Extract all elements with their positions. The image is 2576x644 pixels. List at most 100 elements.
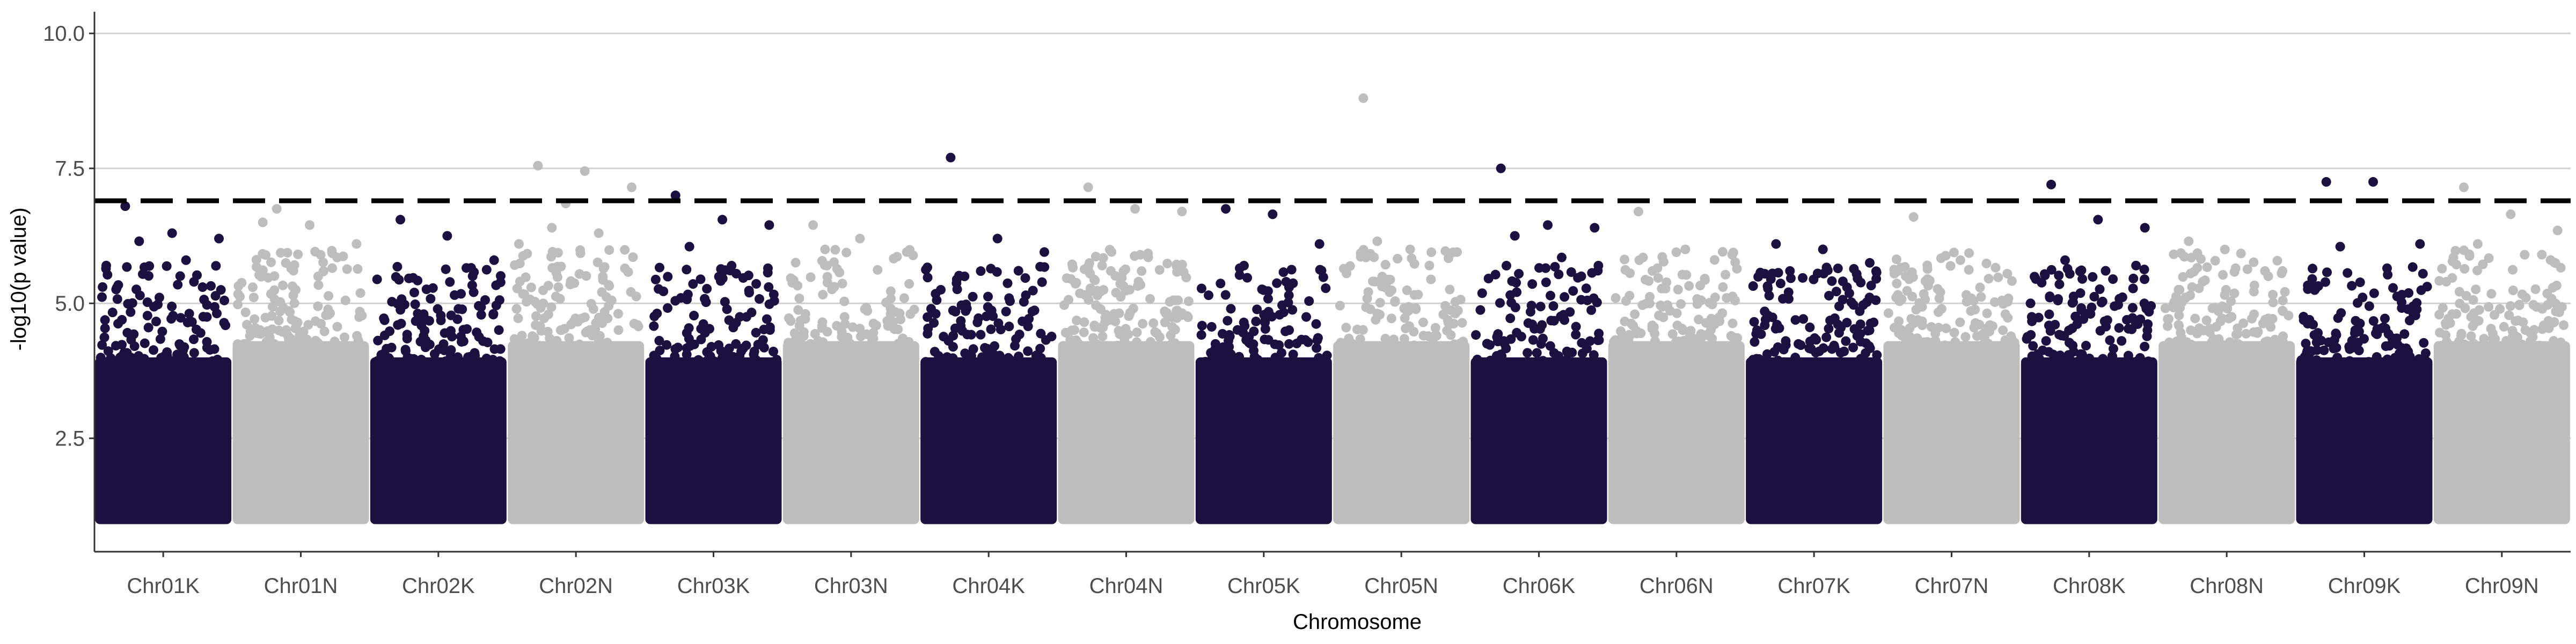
snp-point: [952, 274, 962, 284]
snp-point: [765, 322, 775, 332]
snp-point: [1728, 357, 1738, 368]
snp-point: [1933, 357, 1943, 368]
snp-point: [265, 343, 275, 353]
snp-point: [983, 302, 993, 312]
snp-point: [2178, 272, 2188, 282]
snp-point: [855, 324, 865, 334]
snp-peak: [2046, 179, 2057, 189]
base-band: [2433, 341, 2570, 524]
snp-point: [191, 324, 201, 334]
snp-point: [2471, 284, 2481, 295]
x-tick-label: Chr09N: [2465, 574, 2539, 598]
snp-point: [1778, 373, 1788, 383]
snp-point: [655, 346, 665, 356]
snp-point: [481, 353, 492, 363]
snp-point: [2343, 268, 2353, 278]
snp-point: [1424, 260, 1435, 270]
snp-point: [454, 373, 464, 383]
snp-point: [1073, 339, 1084, 349]
snp-peak: [2093, 215, 2103, 225]
snp-point: [2392, 333, 2402, 343]
snp-point: [2456, 330, 2467, 340]
snp-point: [2557, 302, 2567, 312]
snp-point: [2069, 368, 2080, 378]
snp-point: [1248, 339, 1258, 349]
snp-point: [232, 339, 243, 349]
snp-point: [1440, 246, 1451, 256]
snp-point: [866, 339, 876, 349]
snp-point: [170, 369, 180, 379]
snp-point: [931, 309, 941, 319]
snp-point: [2559, 320, 2569, 330]
snp-point: [2174, 320, 2184, 331]
snp-point: [2089, 374, 2099, 384]
snp-point: [904, 357, 914, 368]
snp-point: [572, 343, 582, 353]
snp-point: [705, 351, 715, 361]
snp-point: [2238, 318, 2249, 328]
snp-point: [1576, 366, 1586, 376]
snp-point: [2437, 264, 2447, 274]
snp-peak: [1727, 250, 1737, 260]
snp-point: [537, 357, 547, 368]
snp-peak: [1083, 182, 1093, 192]
snp-point: [2397, 297, 2407, 308]
snp-point: [2037, 277, 2047, 288]
base-band: [1333, 341, 1470, 524]
snp-point: [628, 252, 638, 262]
snp-point: [1276, 348, 1286, 358]
snp-point: [476, 310, 486, 320]
snp-point: [929, 318, 939, 328]
snp-point: [1390, 297, 1400, 307]
snp-point: [2117, 336, 2127, 346]
snp-point: [355, 288, 365, 298]
snp-point: [957, 363, 967, 374]
snp-point: [416, 359, 426, 369]
snp-point: [961, 373, 971, 383]
snp-point: [1684, 281, 1694, 291]
snp-point: [269, 285, 280, 295]
snp-point: [2063, 373, 2073, 383]
snp-point: [1589, 293, 1599, 303]
snp-point: [2506, 301, 2516, 311]
snp-point: [763, 268, 773, 278]
snp-point: [353, 264, 363, 274]
snp-point: [1365, 304, 1375, 314]
snp-point: [518, 347, 529, 357]
snp-peak: [1785, 266, 1795, 276]
snp-point: [627, 342, 638, 353]
snp-point: [1968, 342, 1979, 352]
snp-point: [526, 282, 536, 292]
snp-point: [142, 297, 152, 308]
snp-point: [1901, 271, 1911, 281]
snp-point: [1999, 357, 2009, 368]
snp-point: [1355, 334, 1365, 344]
snp-point: [2044, 347, 2054, 357]
snp-point: [795, 316, 806, 326]
snp-point: [1413, 289, 1423, 299]
snp-point: [2075, 266, 2085, 276]
snp-point: [2332, 353, 2343, 363]
snp-point: [2447, 273, 2457, 283]
snp-point: [1090, 275, 1100, 286]
snp-point: [793, 281, 803, 291]
snp-point: [791, 258, 801, 268]
snp-point: [1695, 281, 1706, 291]
snp-point: [720, 297, 730, 307]
snp-point: [187, 317, 197, 327]
snp-point: [2067, 323, 2077, 333]
snp-point: [994, 361, 1005, 371]
snp-point: [939, 332, 949, 342]
snp-point: [2228, 349, 2238, 360]
snp-point: [816, 356, 826, 367]
snp-point: [1984, 274, 1994, 284]
snp-point: [2189, 355, 2199, 365]
snp-point: [1226, 349, 1236, 359]
snp-point: [1798, 314, 1809, 324]
snp-point: [1280, 326, 1291, 336]
snp-point: [1922, 264, 1933, 274]
snp-point: [1709, 255, 1719, 265]
snp-point: [1150, 327, 1160, 337]
snp-point: [794, 357, 804, 368]
snp-point: [1564, 374, 1574, 384]
